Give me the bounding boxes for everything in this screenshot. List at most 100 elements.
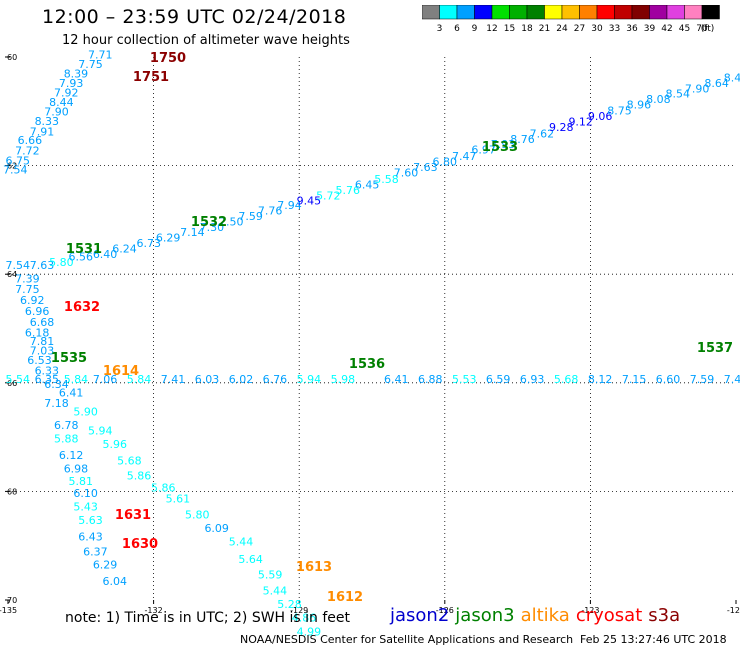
wave-height-reading: 7.94 [277, 199, 302, 212]
pass-time-label: 1533 [482, 140, 518, 155]
generated-timestamp: Feb 25 13:27:46 UTC 2018 [580, 633, 727, 646]
pass-time-label: 1613 [296, 560, 332, 575]
wave-height-reading: 6.04 [103, 575, 128, 588]
wave-height-reading: 6.10 [73, 487, 98, 500]
longitude-label: -129 [290, 606, 308, 615]
wave-height-reading: 5.63 [78, 514, 103, 527]
wave-height-reading: 7.93 [59, 77, 84, 90]
wave-height-reading: 5.44 [263, 585, 288, 598]
wave-height-reading: 8.12 [588, 373, 613, 386]
pass-time-label: 1535 [51, 351, 87, 366]
wave-height-reading: 6.34 [44, 378, 69, 391]
wave-height-reading: 7.59 [238, 210, 263, 223]
wave-height-reading: 8.33 [35, 115, 60, 128]
wave-height-reading: 9.12 [568, 115, 593, 128]
wave-height-reading: 6.76 [263, 373, 288, 386]
wave-height-reading: 6.09 [204, 522, 229, 535]
wave-height-reading: 6.80 [433, 156, 458, 169]
latitude-label: 68 [7, 487, 17, 496]
wave-height-reading: 8.39 [64, 68, 89, 81]
wave-height-reading: 8.75 [607, 105, 632, 118]
wave-height-reading: 7.91 [30, 126, 55, 139]
wave-height-reading: 5.98 [331, 373, 356, 386]
longitude-label: -132 [145, 606, 163, 615]
wave-height-reading: 4.86 [292, 612, 317, 625]
pass-time-label: 1614 [103, 364, 139, 379]
wave-height-reading: 7.30 [200, 221, 225, 234]
pass-time-label: 1531 [66, 242, 102, 257]
wave-height-reading: 7.50 [219, 215, 244, 228]
wave-height-reading: 7.54 [5, 259, 30, 272]
wave-height-reading: 7.54 [3, 164, 28, 177]
wave-height-reading: 5.68 [554, 373, 579, 386]
scale-tick-label: 6 [454, 24, 460, 34]
wave-height-reading: 5.86 [151, 481, 176, 494]
wave-height-reading: 7.81 [30, 335, 55, 348]
wave-height-reading: 6.33 [35, 365, 60, 378]
wave-height-reading: 5.76 [335, 184, 360, 197]
satellite-jason2: jason2 [390, 605, 450, 626]
wave-height-reading: 6.88 [418, 373, 443, 386]
wave-height-reading: 5.59 [258, 568, 283, 581]
wave-height-reading: 9.45 [297, 195, 322, 208]
wave-height-reading: 7.45 [724, 373, 740, 386]
wave-height-reading: 7.06 [93, 373, 118, 386]
wave-height-reading: 7.47 [452, 150, 477, 163]
wave-height-reading: 5.61 [166, 492, 191, 505]
longitude-label: -120 [727, 606, 740, 615]
wave-height-reading: 5.68 [117, 454, 142, 467]
scale-tick-label: 39 [644, 24, 656, 34]
scale-tick-label: 33 [609, 24, 620, 34]
wave-height-reading: 7.15 [622, 373, 647, 386]
wave-height-reading: 7.71 [88, 49, 113, 62]
latitude-label: 60 [7, 53, 17, 62]
wave-height-reading: 7.75 [15, 283, 40, 296]
wave-height-reading: 7.92 [54, 87, 79, 100]
wave-height-reading: 7.59 [690, 373, 715, 386]
wave-height-reading: 7.03 [30, 345, 55, 358]
satellite-altika: altika [520, 605, 570, 626]
scale-tick-label: 15 [504, 24, 515, 34]
longitude-label: -126 [436, 606, 454, 615]
wave-height-reading: 8.54 [666, 88, 691, 101]
wave-height-reading: 7.72 [15, 145, 40, 158]
wave-height-reading: 6.29 [93, 559, 118, 572]
scale-tick-label: 70 [696, 24, 708, 34]
page-title: 12:00 – 23:59 UTC 02/24/2018 [42, 6, 347, 28]
wave-height-reading: 6.12 [59, 449, 84, 462]
pass-time-label: 1612 [327, 590, 363, 605]
scale-tick-label: 36 [626, 24, 638, 34]
pass-time-label: 1751 [133, 70, 169, 85]
color-scale-legend: 3 6 9 12 15 18 21 24 27 30 33 36 39 42 45 70(ft) [422, 5, 720, 34]
wave-height-reading: 6.29 [156, 232, 181, 245]
wave-height-reading: 5.43 [73, 500, 98, 513]
pass-time-label: 1536 [349, 357, 385, 372]
wave-height-reading: 5.80 [49, 256, 74, 269]
wave-height-reading: 8.44 [724, 71, 740, 84]
wave-height-reading: 6.96 [25, 305, 50, 318]
scale-tick-label: 12 [486, 24, 497, 34]
wave-height-reading: 5.96 [103, 438, 128, 451]
pass-time-label: 1537 [697, 341, 733, 356]
wave-height-reading: 5.88 [54, 433, 79, 446]
pass-time-label: 1632 [64, 300, 100, 315]
units-note: note: 1) Time is in UTC; 2) SWH is in fe… [65, 610, 351, 626]
wave-height-reading: 8.44 [49, 96, 74, 109]
satellite-cryosat: cryosat [575, 605, 643, 626]
wave-height-reading: 5.72 [316, 189, 341, 202]
wave-height-reading: 6.92 [20, 294, 45, 307]
wave-height-reading: 5.58 [374, 173, 399, 186]
scale-tick-label: 24 [556, 24, 568, 34]
wave-height-reading: 7.90 [685, 82, 710, 95]
scale-tick-label: 21 [539, 24, 550, 34]
wave-height-reading: 6.97 [471, 144, 496, 157]
wave-height-reading: 4.99 [297, 625, 322, 638]
wave-height-reading: 6.78 [54, 419, 79, 432]
wave-height-reading: 8.96 [627, 99, 652, 112]
wave-height-reading: 6.40 [93, 248, 118, 261]
wave-height-reading: 5.90 [73, 405, 98, 418]
credit-text: NOAA/NESDIS Center for Satellite Applica… [240, 633, 574, 646]
wave-height-reading: 7.14 [180, 226, 205, 239]
